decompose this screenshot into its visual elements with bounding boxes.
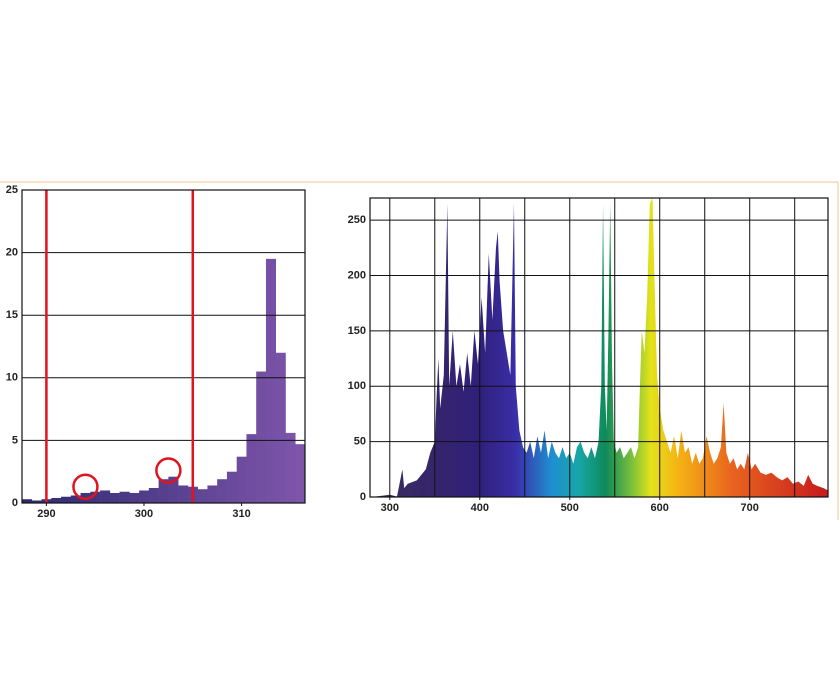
y-tick-label: 25 xyxy=(6,184,18,196)
x-tick-label: 600 xyxy=(651,502,669,514)
bar xyxy=(256,371,267,503)
bar xyxy=(109,492,120,503)
bar xyxy=(31,500,42,503)
plot-frame xyxy=(21,189,306,504)
bar xyxy=(265,258,277,503)
bar xyxy=(217,479,228,503)
bar xyxy=(207,485,218,503)
bar xyxy=(178,485,189,503)
x-tick-label: 310 xyxy=(232,508,250,520)
panel-border xyxy=(0,181,839,520)
y-tick-label: 10 xyxy=(6,372,18,384)
x-tick-label: 400 xyxy=(471,502,489,514)
bar xyxy=(70,495,81,503)
bar xyxy=(158,479,169,503)
bar xyxy=(22,499,33,503)
bar xyxy=(61,496,72,503)
bar xyxy=(275,352,286,503)
highlight-circle xyxy=(72,473,99,500)
y-tick-label: 0 xyxy=(360,491,366,503)
x-tick-label: 300 xyxy=(381,502,399,514)
y-tick-label: 250 xyxy=(348,214,366,226)
y-tick-label: 100 xyxy=(348,380,366,392)
bar xyxy=(246,434,257,503)
x-tick-label: 300 xyxy=(135,508,153,520)
x-tick-label: 700 xyxy=(741,502,759,514)
y-tick-label: 200 xyxy=(348,269,366,281)
bar xyxy=(197,489,208,503)
spectrum-area xyxy=(371,198,828,497)
y-tick-label: 50 xyxy=(354,436,366,448)
y-tick-label: 15 xyxy=(6,309,18,321)
y-tick-label: 150 xyxy=(348,325,366,337)
bar xyxy=(148,487,159,503)
bar xyxy=(295,444,306,503)
bar xyxy=(119,491,130,503)
bar xyxy=(90,491,101,503)
y-tick-label: 0 xyxy=(12,497,18,509)
bar xyxy=(100,490,111,503)
x-tick-label: 290 xyxy=(37,508,55,520)
bar xyxy=(129,492,140,503)
x-tick-label: 500 xyxy=(561,502,579,514)
plot-frame xyxy=(369,197,829,498)
y-tick-label: 20 xyxy=(6,247,18,259)
bar xyxy=(226,471,237,503)
bar xyxy=(285,432,296,503)
bar xyxy=(168,476,179,503)
bar xyxy=(51,497,62,503)
highlight-circle xyxy=(155,457,182,484)
bar xyxy=(139,490,150,503)
y-tick-label: 5 xyxy=(12,434,18,446)
bar xyxy=(236,456,247,503)
